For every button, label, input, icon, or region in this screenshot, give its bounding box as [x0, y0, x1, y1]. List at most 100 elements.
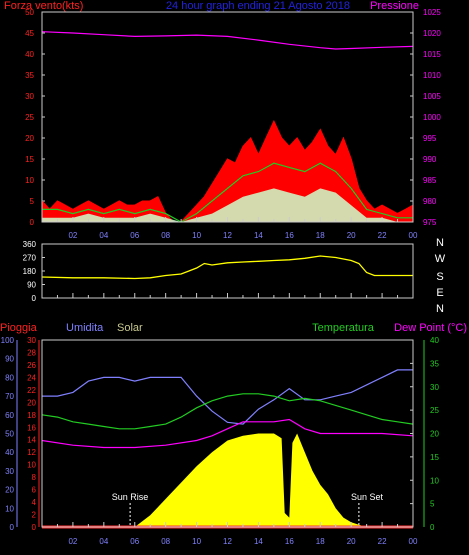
solar-axis-title: Solar	[117, 322, 143, 334]
solar-area	[42, 433, 413, 527]
time-label: 08	[161, 231, 170, 240]
direction-y-tick-label: 360	[23, 240, 37, 249]
humidity-y-tick-label: 90	[5, 355, 14, 364]
chart-period-title: 24 hour graph ending 21 Agosto 2018	[166, 0, 350, 12]
wind-y-tick-label: 50	[25, 8, 34, 17]
wind-min-area	[42, 188, 413, 222]
pressure-y-tick-label: 1025	[423, 8, 441, 17]
time-label: 18	[316, 537, 325, 546]
compass-label: E	[436, 287, 443, 299]
rain-y-tick-label: 28	[27, 348, 36, 357]
time-label: 10	[192, 231, 201, 240]
rain-y-tick-label: 8	[32, 473, 37, 482]
time-label: 06	[130, 537, 139, 546]
humidity-y-tick-label: 20	[5, 486, 14, 495]
rain-y-tick-label: 6	[32, 486, 37, 495]
wind-y-tick-label: 5	[30, 197, 35, 206]
time-label: 00	[409, 231, 418, 240]
wind-y-tick-label: 45	[25, 29, 34, 38]
time-label: 18	[316, 231, 325, 240]
wind-y-tick-label: 30	[25, 92, 34, 101]
wind-direction-frame	[41, 243, 414, 299]
dewpoint-line	[41, 418, 414, 449]
wind-y-tick-label: 35	[25, 71, 34, 80]
time-label: 12	[223, 231, 232, 240]
pressure-y-tick-label: 980	[423, 197, 437, 206]
temperature-y-tick-label: 5	[430, 500, 435, 509]
rain-humidity-temperature-panel: 0102030405060708090100024681012141618202…	[1, 336, 440, 546]
pressure-y-tick-label: 975	[423, 218, 437, 227]
temperature-y-tick-label: 10	[430, 476, 439, 485]
time-label: 16	[285, 537, 294, 546]
rain-y-tick-label: 30	[27, 336, 36, 345]
wind-y-tick-label: 20	[25, 134, 34, 143]
humidity-y-tick-label: 70	[5, 392, 14, 401]
humidity-y-tick-label: 10	[5, 504, 14, 513]
pressure-y-tick-label: 1020	[423, 29, 441, 38]
pressure-y-tick-label: 1010	[423, 71, 441, 80]
time-label: 22	[378, 537, 387, 546]
pressure-axis-title: Pressione	[370, 0, 419, 12]
sunrise-annotation: Sun Rise	[112, 492, 149, 502]
temperature-y-tick-label: 20	[430, 430, 439, 439]
rain-y-tick-label: 22	[27, 386, 36, 395]
time-label: 14	[254, 231, 263, 240]
wind-y-tick-label: 15	[25, 155, 34, 164]
pressure-y-tick-label: 990	[423, 155, 437, 164]
dewpoint-axis-title: Dew Point (°C)	[394, 322, 467, 334]
humidity-y-tick-label: 0	[10, 523, 15, 532]
compass-label: N	[436, 303, 444, 315]
pressure-y-tick-label: 985	[423, 176, 437, 185]
direction-y-tick-label: 180	[23, 267, 37, 276]
compass-label: W	[435, 253, 446, 265]
humidity-axis-title: Umidita	[66, 322, 104, 334]
wind-speed-line	[41, 120, 414, 223]
wind-average-line	[42, 162, 413, 223]
pressure-line	[41, 31, 414, 50]
pressure-y-tick-label: 1015	[423, 50, 441, 59]
sunset-annotation: Sun Set	[351, 492, 384, 502]
rain-y-tick-label: 24	[27, 373, 36, 382]
pressure-y-tick-label: 1005	[423, 92, 441, 101]
humidity-y-tick-label: 50	[5, 430, 14, 439]
rain-y-tick-label: 2	[32, 511, 37, 520]
time-label: 20	[347, 537, 356, 546]
wind-y-tick-label: 40	[25, 50, 34, 59]
humidity-y-tick-label: 100	[1, 336, 15, 345]
temperature-y-tick-label: 40	[430, 336, 439, 345]
humidity-y-tick-label: 40	[5, 448, 14, 457]
wind-y-tick-label: 25	[25, 113, 34, 122]
wind-pressure-panel: 0510152025303540455097598098599099510001…	[25, 8, 441, 240]
rain-y-tick-label: 4	[32, 498, 37, 507]
compass-label: S	[436, 271, 443, 283]
wind-y-tick-label: 0	[30, 218, 35, 227]
humidity-line	[42, 369, 413, 425]
direction-y-tick-label: 0	[32, 294, 37, 303]
time-label: 20	[347, 231, 356, 240]
temperature-axis-title: Temperatura	[312, 322, 375, 334]
rain-y-tick-label: 12	[27, 448, 36, 457]
temperature-y-tick-label: 35	[430, 359, 439, 368]
humidity-y-tick-label: 30	[5, 467, 14, 476]
temperature-y-tick-label: 15	[430, 453, 439, 462]
time-label: 10	[192, 537, 201, 546]
rain-y-tick-label: 14	[27, 436, 36, 445]
time-label: 02	[68, 537, 77, 546]
pressure-y-tick-label: 1000	[423, 113, 441, 122]
temperature-y-tick-label: 0	[430, 523, 435, 532]
time-label: 16	[285, 231, 294, 240]
time-label: 12	[223, 537, 232, 546]
wind-axis-title: Forza vento	[4, 0, 62, 12]
time-label: 14	[254, 537, 263, 546]
humidity-y-tick-label: 80	[5, 373, 14, 382]
compass-label: N	[436, 237, 444, 249]
humidity-y-tick-label: 60	[5, 411, 14, 420]
time-label: 04	[99, 231, 108, 240]
time-label: 06	[130, 231, 139, 240]
time-label: 00	[409, 537, 418, 546]
time-label: 04	[99, 537, 108, 546]
direction-y-tick-label: 90	[27, 281, 36, 290]
rain-y-tick-label: 18	[27, 411, 36, 420]
